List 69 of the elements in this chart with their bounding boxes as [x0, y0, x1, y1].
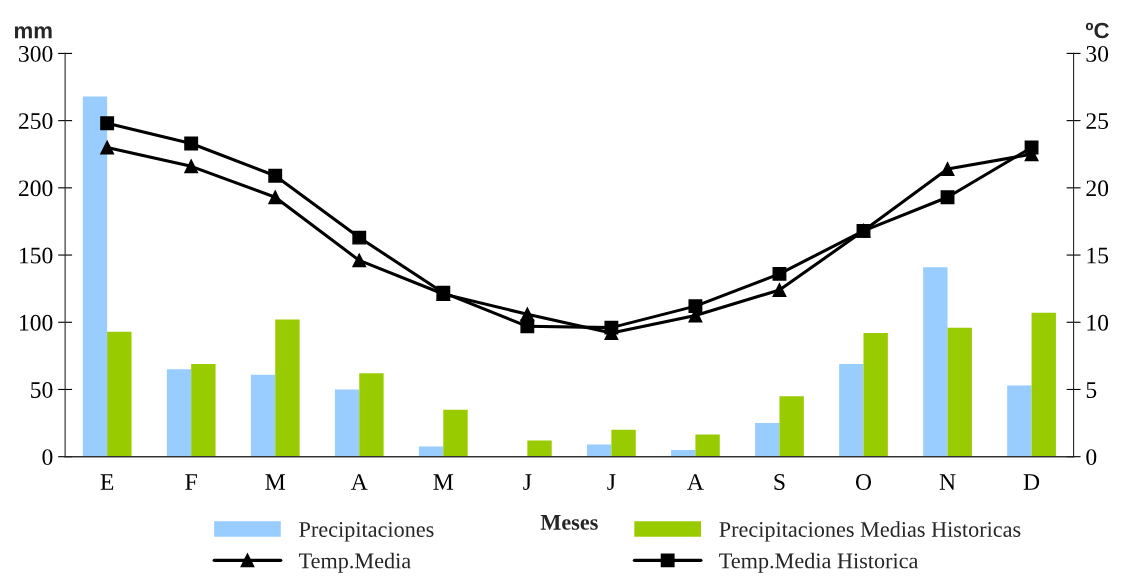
- x-tick-label: J: [523, 474, 532, 490]
- point: [604, 320, 619, 335]
- bar: [755, 423, 780, 457]
- y-tick-label: 0: [42, 449, 53, 466]
- point: [268, 168, 283, 183]
- bar: [695, 434, 720, 457]
- y2-tick-label: 25: [1086, 113, 1109, 130]
- point: [184, 136, 199, 151]
- y-tick-label: 50: [31, 381, 53, 398]
- point: [184, 159, 199, 174]
- bar: [1007, 385, 1032, 457]
- bar: [82, 96, 108, 457]
- y2-tick-label: 0: [1086, 449, 1097, 466]
- y2-axis-title: ºC: [1085, 22, 1109, 39]
- y-tick-label: 250: [18, 113, 53, 130]
- legend-label: Temp.Media: [298, 552, 411, 573]
- bar: [779, 396, 804, 457]
- y2-tick-label: 5: [1086, 382, 1097, 398]
- x-tick-label: A: [687, 474, 704, 490]
- point: [772, 283, 787, 297]
- y-tick-label: 100: [19, 314, 53, 331]
- x-tick-label: A: [350, 474, 368, 490]
- point: [772, 266, 787, 281]
- point: [940, 162, 955, 176]
- y2-tick-label: 20: [1086, 180, 1109, 197]
- bar: [359, 373, 384, 457]
- bar: [527, 440, 552, 457]
- bar: [250, 374, 276, 457]
- x-tick-label: E: [100, 474, 114, 490]
- y2-tick-label: 15: [1087, 247, 1109, 264]
- point: [940, 190, 955, 205]
- y-tick-label: 150: [19, 247, 53, 264]
- point: [268, 190, 283, 205]
- x-tick-label: D: [1023, 474, 1040, 490]
- bar: [947, 327, 972, 457]
- point: [100, 116, 115, 131]
- bar: [863, 333, 888, 457]
- y2-tick-label: 10: [1087, 314, 1109, 331]
- bar: [839, 363, 864, 457]
- bar: [611, 429, 636, 457]
- x-tick-label: O: [855, 474, 872, 490]
- point: [352, 230, 367, 245]
- x-tick-label: M: [265, 474, 286, 490]
- legend-label: Temp.Media Historica: [719, 552, 919, 573]
- point: [352, 253, 367, 268]
- x-tick-label: S: [774, 474, 785, 490]
- y-axis-title: mm: [14, 26, 52, 39]
- bar: [443, 409, 468, 457]
- y-tick-label: 200: [18, 180, 53, 197]
- bar: [334, 389, 360, 457]
- bar: [275, 319, 300, 457]
- bar: [191, 363, 216, 457]
- point: [520, 319, 535, 334]
- x-tick-label: J: [607, 474, 616, 490]
- bar: [107, 331, 132, 457]
- bar: [923, 267, 948, 457]
- x-tick-label: N: [939, 474, 956, 490]
- y-tick-label: 300: [19, 45, 53, 62]
- y2-tick-label: 30: [1086, 45, 1109, 62]
- bar: [166, 369, 192, 457]
- point: [100, 140, 115, 155]
- bar: [1031, 312, 1056, 457]
- legend-label: Precipitaciones Medias Historicas: [719, 521, 1021, 542]
- x-tick-label: M: [433, 474, 454, 490]
- point: [688, 299, 703, 314]
- x-tick-label: F: [185, 474, 197, 490]
- legend-label: Precipitaciones: [299, 522, 434, 542]
- x-axis-title: Meses: [540, 515, 598, 530]
- point: [1024, 140, 1039, 155]
